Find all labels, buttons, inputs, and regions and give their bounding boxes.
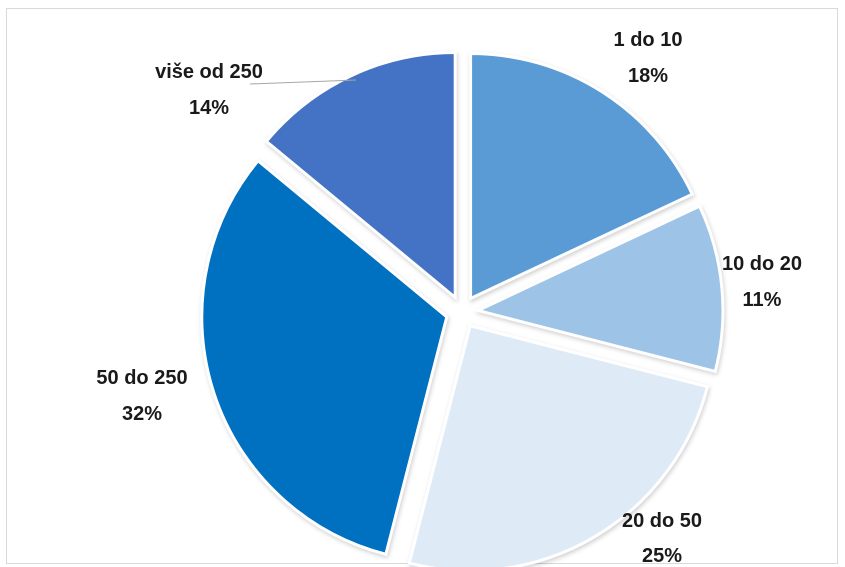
data-label-percent: 14%: [189, 97, 229, 119]
pie-slices: [200, 51, 725, 567]
data-label-percent: 11%: [743, 289, 782, 311]
pie-slice-1-do-10: [469, 51, 695, 301]
data-label-percent: 25%: [642, 545, 682, 567]
data-label-category: 50 do 250: [96, 367, 187, 389]
data-label-category: 10 do 20: [722, 253, 802, 275]
data-label-category: 1 do 10: [614, 29, 683, 51]
data-labels: 1 do 10 18% 10 do 20 11% 20 do 50 25% 50 do 25…: [96, 29, 802, 567]
data-label-category: više od 250: [155, 61, 263, 83]
pie-slice-20-do-50: [407, 323, 710, 567]
data-label-percent: 18%: [628, 65, 668, 87]
pie-slice-10-do-20: [473, 204, 725, 374]
leader-line: [249, 79, 357, 85]
pie-slice-50-do-250: [200, 158, 449, 557]
data-label-percent: 32%: [122, 403, 162, 425]
leader-lines: [249, 79, 357, 85]
pie-slice-vi-e-od-250: [264, 51, 457, 301]
data-label-category: 20 do 50: [622, 510, 702, 532]
